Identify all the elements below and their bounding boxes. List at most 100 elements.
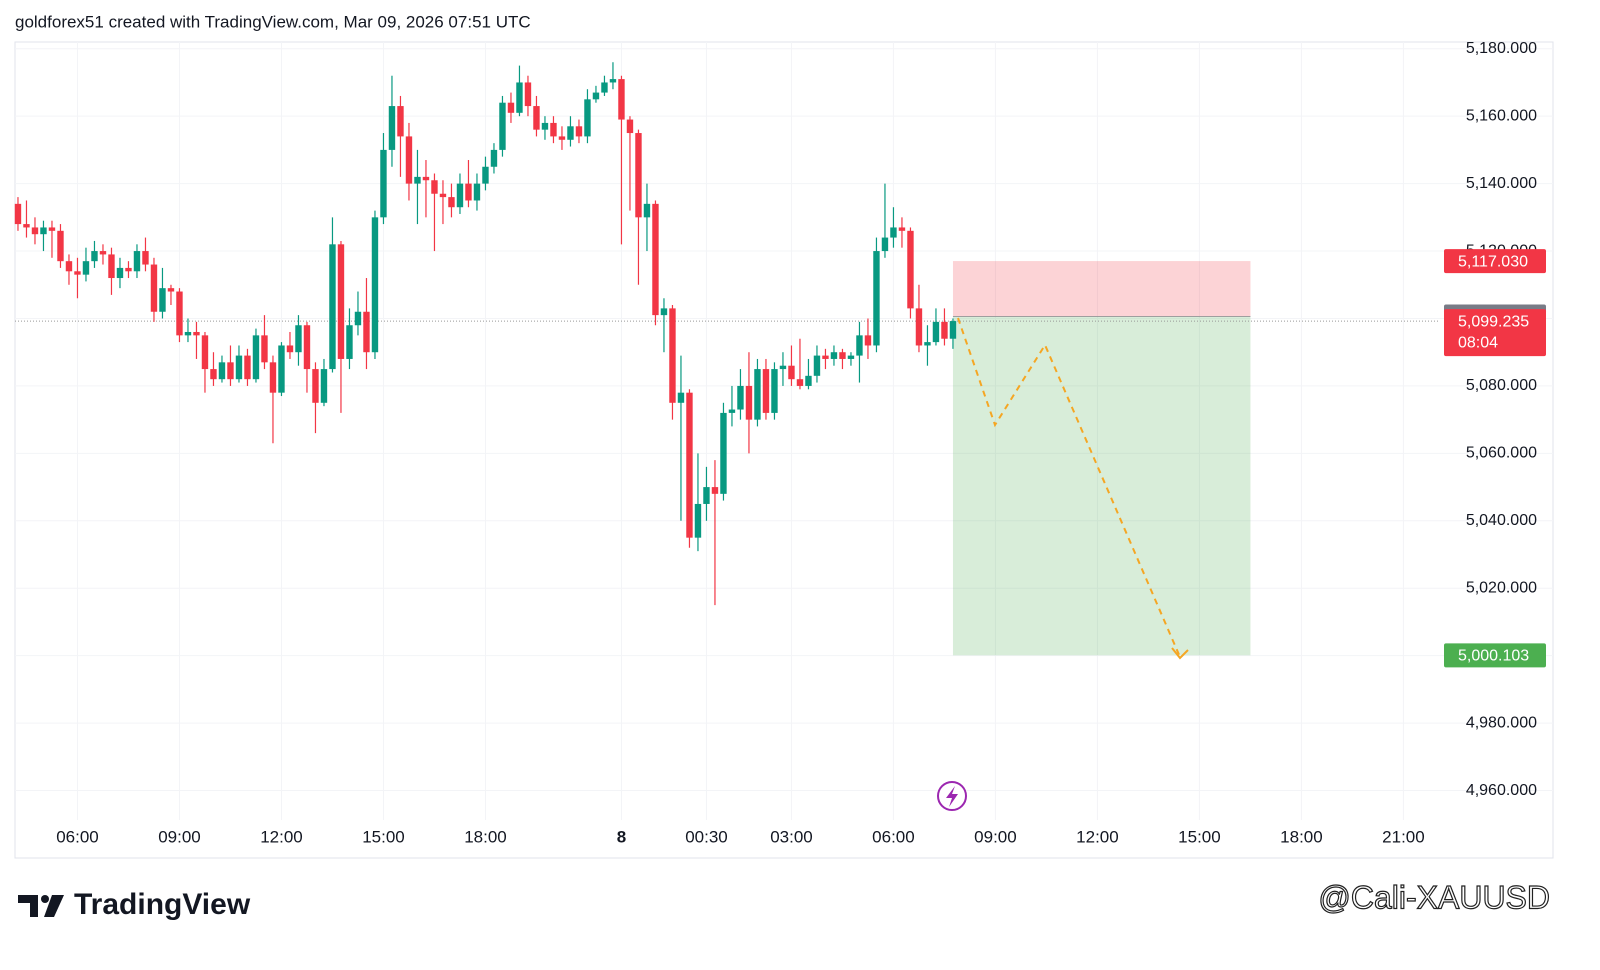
candle-body xyxy=(23,224,30,228)
chart-frame xyxy=(14,41,1554,859)
x-tick-label: 06:00 xyxy=(56,827,99,846)
candle-body xyxy=(91,251,98,262)
x-tick-label: 09:00 xyxy=(974,827,1017,846)
candle-body xyxy=(193,331,200,336)
candle-body xyxy=(762,369,770,413)
candle-body xyxy=(269,362,277,393)
last-price-tag-bg xyxy=(1444,309,1546,357)
candle-body xyxy=(337,244,345,359)
x-tick-label: 09:00 xyxy=(158,827,201,846)
candle-body xyxy=(524,82,532,107)
x-tick-label: 03:00 xyxy=(770,827,813,846)
y-tick-label: 5,180.000 xyxy=(1466,40,1537,57)
candle-body xyxy=(65,261,73,272)
candle-body xyxy=(754,369,761,420)
candle-body xyxy=(745,385,753,420)
x-tick-label: 21:00 xyxy=(1382,827,1425,846)
candle-body xyxy=(881,237,889,252)
candle-body xyxy=(533,106,540,130)
candle-body xyxy=(125,267,132,272)
y-tick-label: 5,020.000 xyxy=(1466,579,1537,596)
candle-body xyxy=(558,136,566,140)
candle-body xyxy=(116,267,124,279)
y-tick-label: 5,060.000 xyxy=(1466,445,1537,462)
candle-body xyxy=(541,122,549,130)
candle-body xyxy=(567,126,574,140)
candle-body xyxy=(218,362,226,380)
candle-body xyxy=(82,261,90,275)
candle-body xyxy=(490,149,498,167)
candle-body xyxy=(57,230,64,262)
lightning-icon[interactable] xyxy=(937,781,967,811)
candle-body xyxy=(660,308,668,316)
candle-body xyxy=(652,203,659,316)
candle-body xyxy=(686,392,693,538)
candle-body xyxy=(167,288,175,292)
candle-body xyxy=(728,409,736,413)
candle-body xyxy=(703,487,710,504)
candle-body xyxy=(278,345,285,393)
candle-body xyxy=(422,176,430,181)
candle-body xyxy=(14,203,22,225)
candle-body xyxy=(890,227,897,238)
candle-body xyxy=(142,251,149,265)
candle-body xyxy=(932,321,940,343)
candle-body xyxy=(439,193,447,198)
candle-body xyxy=(643,203,651,218)
y-tick-label: 5,040.000 xyxy=(1466,512,1537,529)
candle-body xyxy=(371,217,379,353)
x-tick-label: 15:00 xyxy=(1178,827,1221,846)
candle-body xyxy=(907,230,914,309)
candle-body xyxy=(711,487,719,494)
candle-body xyxy=(286,345,294,353)
candle-body xyxy=(227,362,234,380)
candle-body xyxy=(159,288,166,312)
candle-body xyxy=(40,227,47,235)
candle-body xyxy=(201,335,209,370)
candle-body xyxy=(677,392,685,403)
candle-body xyxy=(405,136,413,184)
y-tick-label: 5,140.000 xyxy=(1466,175,1537,192)
x-tick-label: 18:00 xyxy=(1280,827,1323,846)
candle-body xyxy=(618,79,625,120)
y-tick-label: 4,980.000 xyxy=(1466,714,1537,731)
stop-tag-bg xyxy=(1444,249,1546,274)
candle-body xyxy=(856,335,863,356)
candle-body xyxy=(320,369,328,403)
x-tick-label: 12:00 xyxy=(1076,827,1119,846)
candle-body xyxy=(830,352,838,359)
projection-path xyxy=(957,317,1181,658)
x-tick-label: 18:00 xyxy=(464,827,507,846)
candle-body xyxy=(839,352,846,359)
candle-body xyxy=(779,365,787,370)
candle-body xyxy=(210,369,217,380)
candle-body xyxy=(822,355,829,359)
candle-body xyxy=(99,251,107,255)
candle-body xyxy=(507,102,515,113)
brand-logo: TradingView xyxy=(18,888,251,921)
candle-body xyxy=(261,335,268,363)
candle-body xyxy=(456,183,464,208)
y-tick-label: 4,960.000 xyxy=(1466,782,1537,799)
candle-body xyxy=(176,291,183,336)
candle-body xyxy=(431,180,438,194)
candle-body xyxy=(235,355,243,380)
x-tick-label: 15:00 xyxy=(362,827,405,846)
watermark: @Cali-XAUUSD xyxy=(1318,879,1550,915)
candle-body xyxy=(252,335,260,380)
candle-body xyxy=(694,503,702,538)
candle-body xyxy=(74,271,81,275)
target-tag: 5,000.103 xyxy=(1458,648,1529,665)
candle-body xyxy=(847,355,855,359)
candle-body xyxy=(669,308,676,403)
candle-body xyxy=(388,106,396,150)
candle-body xyxy=(31,227,39,235)
candle-body xyxy=(363,311,370,353)
candle-body xyxy=(48,227,56,231)
brand-name: TradingView xyxy=(74,888,251,921)
chart-header: goldforex51 created with TradingView.com… xyxy=(15,12,531,31)
candle-body xyxy=(813,355,821,376)
candle-body xyxy=(796,379,804,386)
x-tick-label: 12:00 xyxy=(260,827,303,846)
